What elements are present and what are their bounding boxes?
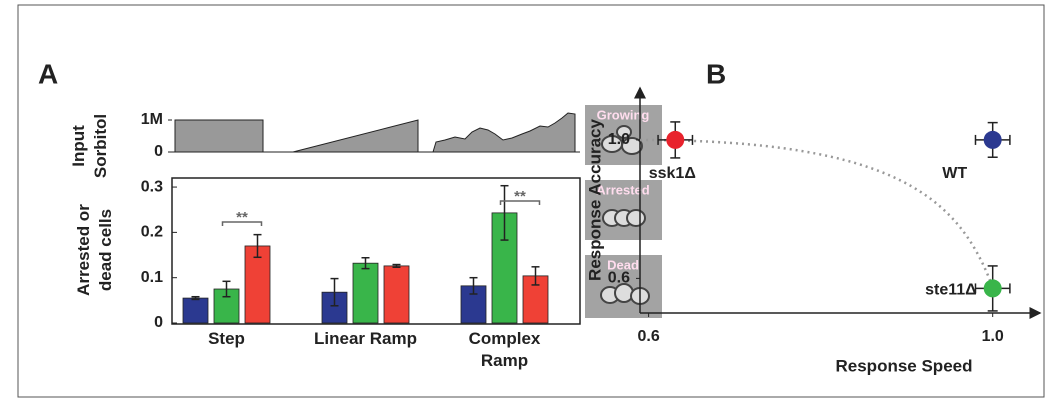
y-axis-label: Response Accuracy	[585, 119, 604, 281]
error-bar	[531, 266, 540, 286]
x-tick-label: Complex Ramp	[468, 329, 541, 370]
bar	[352, 262, 379, 324]
significance-bracket	[221, 221, 263, 226]
significance-label: **	[236, 209, 248, 226]
y-tick-label: 0.3	[141, 178, 163, 195]
point	[666, 130, 685, 149]
y-tick-label: 0.2	[141, 224, 163, 241]
panel-label: A	[38, 58, 58, 89]
x-axis-label: Response Speed	[836, 356, 973, 375]
error-bar	[500, 184, 509, 241]
complex-input	[432, 112, 576, 153]
point	[983, 130, 1002, 149]
y-axis-label: Input Sorbitol	[69, 113, 110, 179]
error-bar	[657, 121, 694, 159]
bar	[383, 265, 410, 324]
x-tick-label: Step	[208, 329, 245, 348]
x-tick-label: 1.0	[982, 328, 1004, 345]
error-bar	[253, 233, 262, 259]
trend-curve	[639, 138, 995, 289]
y-tick-label: 0.1	[141, 269, 163, 286]
image-label: Growing	[597, 107, 650, 122]
linear-input	[292, 119, 419, 153]
point	[983, 279, 1002, 298]
point-label: ssk1Δ	[649, 165, 696, 182]
significance-bracket	[499, 200, 541, 205]
panel-label: B	[706, 58, 726, 89]
point-label: WT	[942, 165, 967, 182]
y-tick-label: 1.0	[608, 131, 630, 148]
bar	[244, 245, 271, 324]
y-tick-label: 0.6	[608, 270, 630, 287]
error-bar	[469, 276, 478, 295]
y-tick-label: 1M	[141, 111, 163, 128]
point-label: ste11Δ	[925, 282, 977, 299]
error-bar	[191, 295, 200, 301]
x-tick-label: Linear Ramp	[314, 329, 417, 348]
y-axis-label: Arrested or dead cells	[74, 204, 115, 296]
plot-frame	[171, 177, 581, 325]
step-input	[174, 119, 264, 153]
error-bar	[222, 280, 231, 298]
image-label: Dead	[607, 257, 639, 272]
significance-label: **	[514, 188, 526, 205]
image-label: Arrested	[596, 182, 650, 197]
bar	[182, 297, 209, 324]
y-tick-label: 0	[154, 143, 163, 160]
error-bar	[361, 257, 370, 270]
x-tick-label: 0.6	[637, 328, 659, 345]
error-bar	[330, 277, 339, 307]
error-bar	[392, 263, 401, 269]
figure-border	[17, 4, 1045, 398]
y-tick-label: 0	[154, 314, 163, 331]
